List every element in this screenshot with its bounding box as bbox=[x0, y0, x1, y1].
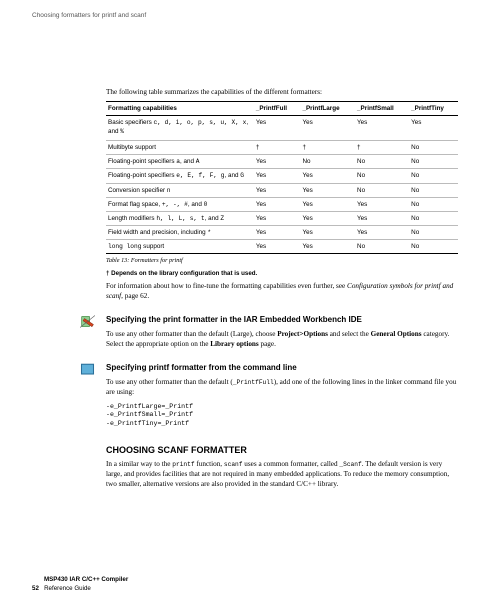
capability-cell: Length modifiers h, l, L, s, t, and Z bbox=[106, 212, 254, 226]
table-row: Length modifiers h, l, L, s, t, and ZYes… bbox=[106, 212, 458, 226]
dagger-footnote: † Depends on the library configuration t… bbox=[106, 270, 458, 277]
col-header: _PrintfFull bbox=[254, 102, 301, 116]
value-cell: Yes bbox=[254, 226, 301, 240]
section-cli-title: Specifying printf formatter from the com… bbox=[106, 363, 458, 373]
code-line: -e_PrintfLarge=_Printf bbox=[106, 403, 458, 412]
main-content: The following table summarizes the capab… bbox=[106, 88, 458, 489]
value-cell: Yes bbox=[355, 226, 409, 240]
table-row: Field width and precision, including *Ye… bbox=[106, 226, 458, 240]
col-header: _PrintfTiny bbox=[409, 102, 458, 116]
capability-cell: Floating-point specifiers a, and A bbox=[106, 154, 254, 168]
capability-cell: Field width and precision, including * bbox=[106, 226, 254, 240]
col-header: _PrintfLarge bbox=[300, 102, 355, 116]
value-cell: Yes bbox=[300, 184, 355, 198]
capability-cell: Format flag space, +, -, #, and 0 bbox=[106, 198, 254, 212]
value-cell: Yes bbox=[300, 226, 355, 240]
capability-cell: Basic specifiers c, d, i, o, p, s, u, X,… bbox=[106, 116, 254, 141]
cli-icon bbox=[80, 362, 95, 377]
intro-text: The following table summarizes the capab… bbox=[106, 88, 458, 96]
code-line: -e_PrintfSmall=_Printf bbox=[106, 411, 458, 420]
table-row: Floating-point specifiers e, E, f, F, g,… bbox=[106, 168, 458, 184]
value-cell: Yes bbox=[355, 116, 409, 141]
value-cell: Yes bbox=[254, 168, 301, 184]
value-cell: Yes bbox=[300, 240, 355, 254]
code-block: -e_PrintfLarge=_Printf-e_PrintfSmall=_Pr… bbox=[106, 403, 458, 430]
value-cell: Yes bbox=[254, 198, 301, 212]
table-row: Format flag space, +, -, #, and 0YesYesY… bbox=[106, 198, 458, 212]
section-cli: Specifying printf formatter from the com… bbox=[106, 363, 458, 430]
table-row: Floating-point specifiers a, and AYesNoN… bbox=[106, 154, 458, 168]
capability-cell: Conversion specifier n bbox=[106, 184, 254, 198]
footer-subtitle: Reference Guide bbox=[44, 585, 91, 592]
section-scanf-title: CHOOSING SCANF FORMATTER bbox=[106, 445, 458, 455]
value-cell: Yes bbox=[254, 240, 301, 254]
page-number: 52 bbox=[32, 585, 39, 592]
value-cell: No bbox=[300, 154, 355, 168]
section-cli-body: To use any other formatter than the defa… bbox=[106, 378, 458, 397]
value-cell: No bbox=[355, 184, 409, 198]
table-row: Conversion specifier nYesYesNoNo bbox=[106, 184, 458, 198]
section-ide-body: To use any other formatter than the defa… bbox=[106, 330, 458, 349]
capability-cell: Floating-point specifiers e, E, f, F, g,… bbox=[106, 168, 254, 184]
code-line: -e_PrintfTiny=_Printf bbox=[106, 420, 458, 429]
value-cell: No bbox=[409, 140, 458, 154]
value-cell: Yes bbox=[355, 212, 409, 226]
value-cell: Yes bbox=[254, 116, 301, 141]
value-cell: Yes bbox=[254, 154, 301, 168]
value-cell: Yes bbox=[254, 184, 301, 198]
formatters-table: Formatting capabilities_PrintfFull_Print… bbox=[106, 101, 458, 254]
value-cell: No bbox=[355, 154, 409, 168]
value-cell: No bbox=[409, 240, 458, 254]
value-cell: No bbox=[355, 240, 409, 254]
section-ide: Specifying the print formatter in the IA… bbox=[106, 315, 458, 350]
value-cell: No bbox=[409, 226, 458, 240]
capability-cell: long long support bbox=[106, 240, 254, 254]
table-caption: Table 13: Formatters for printf bbox=[106, 257, 458, 264]
footer: MSP430 IAR C/C++ Compiler 52 Reference G… bbox=[32, 576, 128, 593]
running-header: Choosing formatters for printf and scanf bbox=[32, 12, 146, 19]
value-cell: Yes bbox=[300, 168, 355, 184]
capability-cell: Multibyte support bbox=[106, 140, 254, 154]
ide-icon bbox=[80, 314, 95, 329]
value-cell: Yes bbox=[409, 116, 458, 141]
value-cell: † bbox=[355, 140, 409, 154]
table-row: Basic specifiers c, d, i, o, p, s, u, X,… bbox=[106, 116, 458, 141]
table-row: long long supportYesYesNoNo bbox=[106, 240, 458, 254]
value-cell: Yes bbox=[300, 212, 355, 226]
footer-title: MSP430 IAR C/C++ Compiler bbox=[44, 576, 128, 583]
section-ide-title: Specifying the print formatter in the IA… bbox=[106, 315, 458, 325]
value-cell: No bbox=[409, 168, 458, 184]
followup-para: For information about how to fine-tune t… bbox=[106, 282, 458, 301]
value-cell: Yes bbox=[254, 212, 301, 226]
value-cell: No bbox=[355, 168, 409, 184]
value-cell: † bbox=[300, 140, 355, 154]
col-header: _PrintfSmall bbox=[355, 102, 409, 116]
value-cell: No bbox=[409, 184, 458, 198]
value-cell: Yes bbox=[300, 198, 355, 212]
value-cell: No bbox=[409, 154, 458, 168]
value-cell: Yes bbox=[300, 116, 355, 141]
col-header: Formatting capabilities bbox=[106, 102, 254, 116]
value-cell: No bbox=[409, 212, 458, 226]
value-cell: Yes bbox=[355, 198, 409, 212]
value-cell: No bbox=[409, 198, 458, 212]
value-cell: † bbox=[254, 140, 301, 154]
table-row: Multibyte support†††No bbox=[106, 140, 458, 154]
section-scanf-body: In a similar way to the printf function,… bbox=[106, 460, 458, 489]
